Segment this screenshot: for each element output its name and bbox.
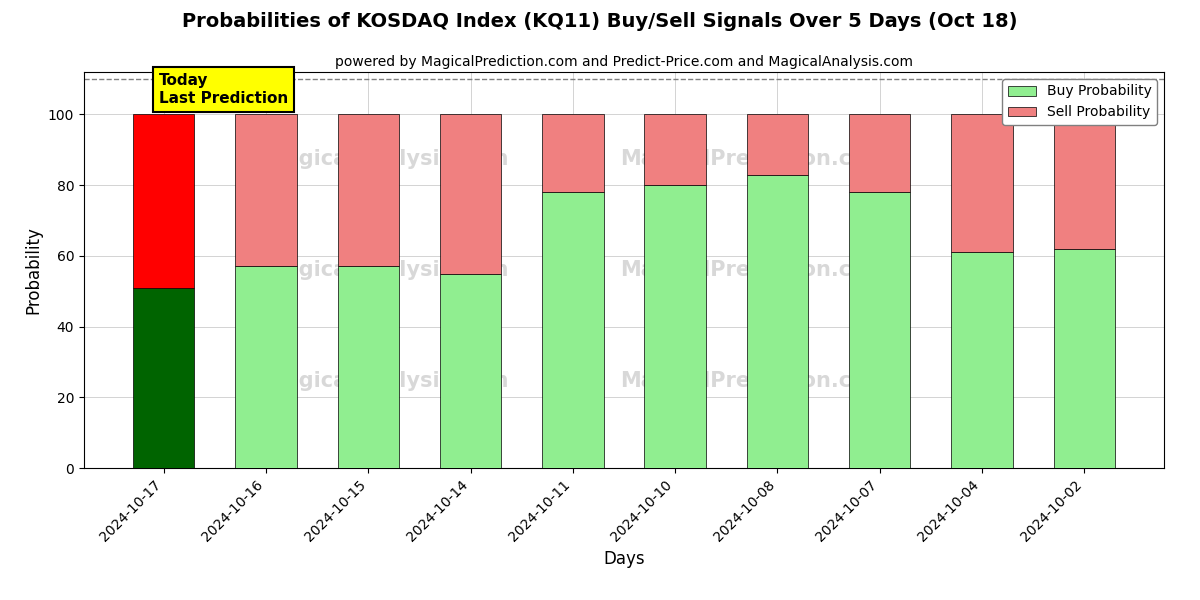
Bar (746, 115, 808, 175)
Bar (850, 192, 911, 468)
Bar (1054, 249, 1115, 468)
Bar (1054, 115, 1115, 249)
Bar (440, 274, 502, 468)
Text: MagicalPrediction.com: MagicalPrediction.com (620, 371, 887, 391)
Text: MagicalPrediction.com: MagicalPrediction.com (620, 260, 887, 280)
Bar (644, 115, 706, 185)
Legend: Buy Probability, Sell Probability: Buy Probability, Sell Probability (1002, 79, 1157, 125)
X-axis label: Days: Days (604, 550, 644, 568)
Bar (235, 266, 296, 468)
Text: MagicalAnalysis.com: MagicalAnalysis.com (264, 371, 509, 391)
Bar (644, 185, 706, 468)
Bar (746, 175, 808, 468)
Bar (235, 115, 296, 266)
Title: powered by MagicalPrediction.com and Predict-Price.com and MagicalAnalysis.com: powered by MagicalPrediction.com and Pre… (335, 55, 913, 70)
Bar (850, 115, 911, 192)
Text: Probabilities of KOSDAQ Index (KQ11) Buy/Sell Signals Over 5 Days (Oct 18): Probabilities of KOSDAQ Index (KQ11) Buy… (182, 12, 1018, 31)
Bar (337, 115, 400, 266)
Bar (542, 192, 604, 468)
Bar (133, 115, 194, 287)
Text: MagicalAnalysis.com: MagicalAnalysis.com (264, 149, 509, 169)
Bar (440, 115, 502, 274)
Text: Today
Last Prediction: Today Last Prediction (158, 73, 288, 106)
Bar (952, 253, 1013, 468)
Bar (133, 287, 194, 468)
Text: MagicalAnalysis.com: MagicalAnalysis.com (264, 260, 509, 280)
Bar (952, 115, 1013, 253)
Bar (542, 115, 604, 192)
Bar (337, 266, 400, 468)
Text: MagicalPrediction.com: MagicalPrediction.com (620, 149, 887, 169)
Y-axis label: Probability: Probability (24, 226, 42, 314)
